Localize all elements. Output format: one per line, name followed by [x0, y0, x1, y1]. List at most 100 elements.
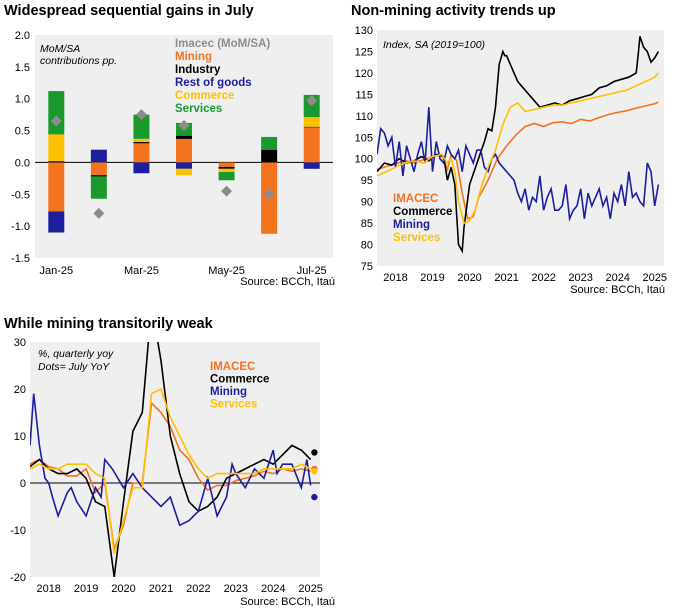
- chart1-bar-rest-of-goods: [133, 162, 150, 174]
- chart2-ytick-label: 95: [361, 175, 373, 187]
- chart1-legend-services: Services: [175, 103, 222, 115]
- chart1-bar-industry: [261, 149, 278, 163]
- chart2-source: Source: BCCh, Itaú: [570, 284, 665, 296]
- chart2-legend-commerce: Commerce: [393, 206, 452, 218]
- chart1-annotation: contributions pp.: [40, 55, 117, 67]
- chart1-ytick-label: 1.0: [15, 94, 30, 106]
- chart2-series-mining: [377, 107, 660, 222]
- chart3-xtick-label: 2019: [74, 583, 98, 595]
- chart3-legend-imacec: IMACEC: [210, 361, 255, 373]
- chart3-july-dot-mining: [311, 493, 318, 501]
- chart1-total-marker: [221, 185, 233, 197]
- chart2-legend-mining: Mining: [393, 219, 430, 231]
- chart3-legend-mining: Mining: [210, 386, 247, 398]
- chart3-xtick-label: 2021: [149, 583, 173, 595]
- chart2-legend-services: Services: [393, 232, 440, 244]
- chart1-total-marker: [93, 207, 105, 219]
- chart1-bar-industry: [303, 126, 320, 128]
- chart3-ytick-label: 10: [14, 431, 26, 443]
- chart1-xtick-label: May-25: [208, 265, 245, 277]
- chart1-bar-industry: [90, 175, 107, 177]
- chart1-title: Widespread sequential gains in July: [4, 3, 254, 19]
- chart1-ytick-label: 0.0: [15, 157, 30, 169]
- chart1-ytick-label: 0.5: [15, 126, 30, 138]
- chart1-legend-rest-of-goods: Rest of goods: [175, 77, 252, 89]
- chart1-annotation: MoM/SA: [40, 43, 80, 55]
- chart3-ytick-label: 30: [14, 337, 26, 349]
- chart2-series-services: [377, 72, 660, 225]
- chart3-plot-area: [30, 342, 320, 577]
- chart2-ytick-label: 80: [361, 240, 373, 252]
- chart3-title: While mining transitorily weak: [4, 316, 213, 332]
- chart1-total-marker: [306, 95, 318, 107]
- chart3-legend-services: Services: [210, 399, 257, 411]
- chart2-xtick-label: 2021: [494, 272, 518, 284]
- chart1-xtick-label: Mar-25: [124, 265, 159, 277]
- chart3-xtick-label: 2022: [186, 583, 210, 595]
- chart2-xtick-label: 2025: [642, 272, 666, 284]
- chart2-title: Non-mining activity trends up: [351, 3, 556, 19]
- chart1-total-marker: [50, 115, 62, 127]
- chart1-total-marker: [178, 119, 190, 131]
- chart2-plot-area: [377, 30, 664, 266]
- chart3-july-dot-commerce: [311, 449, 318, 456]
- chart1-bar-services: [133, 114, 150, 139]
- chart1-bar-rest-of-goods: [48, 211, 65, 233]
- chart2-xtick-label: 2024: [605, 272, 629, 284]
- chart2-ytick-label: 120: [355, 68, 373, 80]
- chart2-ytick-label: 90: [361, 197, 373, 209]
- chart1-bar-commerce: [176, 168, 192, 176]
- chart1-bar-rest-of-goods: [176, 162, 192, 169]
- chart1-legend-mining: Mining: [175, 51, 212, 63]
- chart3-annotation: Dots= July YoY: [38, 361, 110, 373]
- chart2-ytick-label: 75: [361, 261, 373, 273]
- chart2-xtick-label: 2022: [531, 272, 555, 284]
- chart2-ytick-label: 85: [361, 218, 373, 230]
- chart1-legend-total: Imacec (MoM/SA): [175, 38, 270, 50]
- chart3-series-commerce: [30, 342, 312, 577]
- chart2-ytick-label: 110: [355, 111, 373, 123]
- chart3-xtick-label: 2018: [36, 583, 60, 595]
- chart2-ytick-label: 125: [355, 46, 373, 58]
- chart1-bar-services: [261, 136, 278, 150]
- chart1-ytick-label: -0.5: [11, 189, 30, 201]
- chart1-bar-industry: [218, 166, 235, 169]
- chart1-bar-industry: [133, 142, 150, 144]
- chart3-ytick-label: 20: [14, 384, 26, 396]
- chart1-bar-rest-of-goods: [303, 162, 320, 169]
- chart1-bar-mining: [90, 162, 107, 176]
- chart2-annotation: Index, SA (2019=100): [383, 39, 485, 51]
- chart3-series-mining: [30, 393, 312, 527]
- chart1-ytick-label: -1.5: [11, 253, 30, 265]
- chart2-xtick-label: 2019: [420, 272, 444, 284]
- chart1-bar-mining: [176, 138, 192, 163]
- chart1-bar-services: [218, 171, 235, 181]
- chart3-ytick-label: -10: [10, 525, 26, 537]
- chart1-bar-rest-of-goods: [90, 149, 107, 163]
- chart2-ytick-label: 115: [355, 89, 373, 101]
- chart3-legend-commerce: Commerce: [210, 374, 269, 386]
- chart1-xtick-label: Jul-25: [297, 265, 327, 277]
- chart1-bar-industry: [176, 135, 192, 139]
- chart2-xtick-label: 2018: [383, 272, 407, 284]
- chart2-legend-imacec: IMACEC: [393, 193, 438, 205]
- chart2-series-commerce: [377, 36, 660, 254]
- chart1-bar-commerce: [303, 117, 320, 127]
- chart1-bar-mining: [303, 127, 320, 163]
- chart2-ytick-label: 130: [355, 25, 373, 37]
- chart3-july-dot-services: [311, 468, 318, 475]
- chart1-ytick-label: -1.0: [11, 221, 30, 233]
- chart2-ytick-label: 105: [355, 132, 373, 144]
- chart1-total-marker: [263, 188, 275, 200]
- chart1-bar-commerce: [133, 138, 150, 143]
- chart1-ytick-label: 2.0: [15, 30, 30, 42]
- chart1-ytick-label: 1.5: [15, 62, 30, 74]
- chart2-xtick-label: 2023: [568, 272, 592, 284]
- chart1-xtick-label: Jan-25: [39, 265, 73, 277]
- chart1-bar-mining: [133, 143, 150, 163]
- chart1-legend-commerce: Commerce: [175, 90, 234, 102]
- chart3-xtick-label: 2023: [224, 583, 248, 595]
- chart1-bar-mining: [218, 162, 235, 167]
- chart1-bar-mining: [48, 162, 65, 212]
